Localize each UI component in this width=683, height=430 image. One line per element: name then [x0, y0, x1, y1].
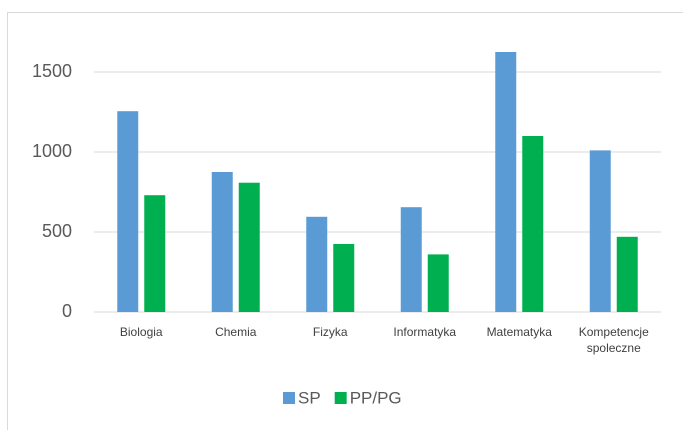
- bar: [333, 244, 355, 312]
- legend-swatch: [283, 392, 295, 404]
- bar: [427, 254, 449, 312]
- x-tick-label: Kompetencje spoleczne: [578, 325, 649, 355]
- x-tick-label: Fizyka: [312, 325, 348, 339]
- bar: [616, 236, 638, 312]
- bar: [589, 150, 611, 312]
- x-tick-label: Informatyka: [393, 325, 457, 339]
- x-tick-label: Chemia: [215, 325, 257, 339]
- x-tick-label: Matematyka: [486, 325, 552, 339]
- bar: [144, 195, 166, 312]
- chart-border: [7, 12, 683, 430]
- y-tick-label: 1500: [32, 61, 72, 81]
- bar: [522, 136, 544, 312]
- bar: [495, 52, 517, 312]
- y-tick-label: 0: [62, 301, 72, 321]
- bar: [211, 172, 233, 312]
- bar: [117, 111, 139, 312]
- legend-swatch: [334, 392, 347, 404]
- y-tick-label: 1000: [32, 141, 72, 161]
- legend-label: SP: [298, 388, 321, 407]
- x-tick-label: Biologia: [119, 325, 163, 339]
- bar: [238, 182, 260, 312]
- bar: [400, 207, 422, 312]
- y-tick-label: 500: [42, 221, 72, 241]
- legend-label: PP/PG: [350, 388, 402, 407]
- bar: [306, 216, 328, 312]
